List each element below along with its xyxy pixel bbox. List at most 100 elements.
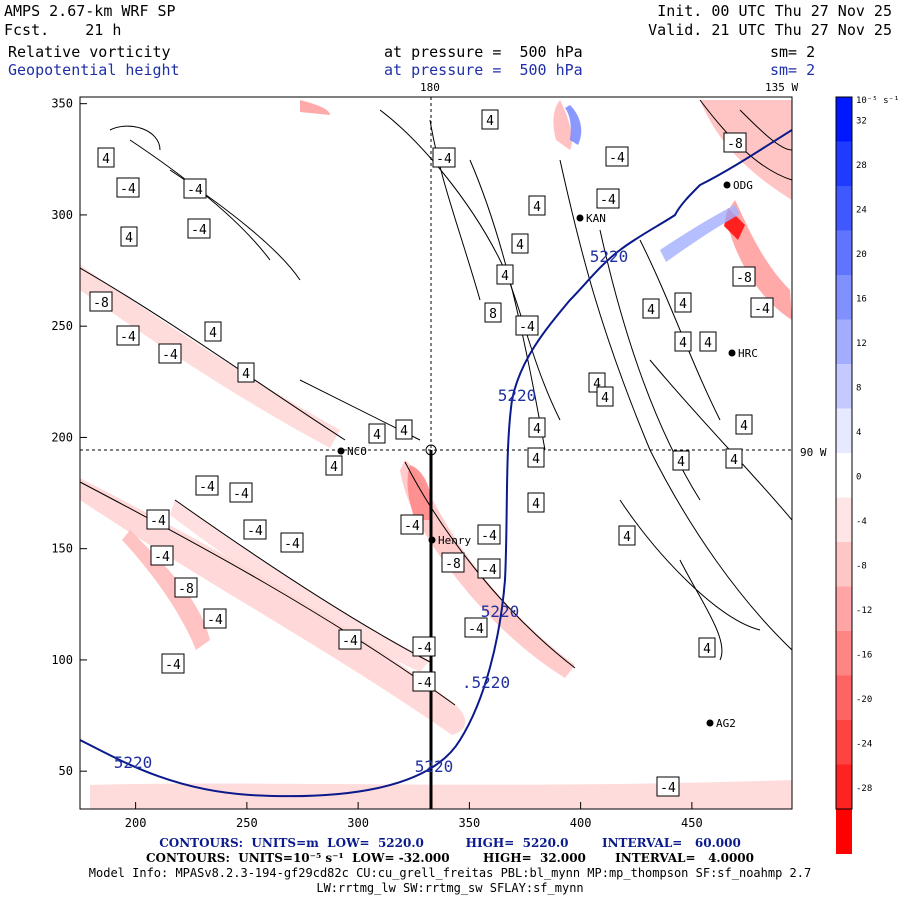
contour-label-text: -4	[191, 223, 207, 238]
meridian-top-label: 180	[420, 81, 440, 94]
geopotential-5220-contour	[80, 129, 792, 798]
contour-label-text: -4	[660, 781, 676, 796]
colorbar-label: -24	[856, 739, 872, 749]
footer-height-contours: CONTOURS: UNITS=m LOW= 5220.0 HIGH= 5220…	[159, 836, 741, 850]
y-tick-label: 150	[51, 542, 73, 556]
colorbar-label: 16	[856, 294, 867, 304]
colorbar-label: -8	[856, 561, 867, 571]
contour-label: -4	[183, 178, 207, 199]
contour-label-text: -4	[416, 641, 432, 656]
colorbar: 32 28 24 20 16 12 8 4 0 -4 -8 -12 -16 -20 -24 -28	[835, 96, 872, 854]
contour-label: -8	[89, 291, 113, 312]
forecast-hour: Fcst. 21 h	[4, 21, 122, 39]
plot-frame	[79, 96, 793, 810]
contour-label: -4	[464, 617, 488, 638]
contour-label-text: 4	[533, 422, 541, 437]
station-label: NCO	[347, 445, 367, 458]
pressure-level-2: at pressure = 500 hPa	[384, 61, 583, 79]
station-label: ODG	[733, 179, 753, 192]
contour-label: 4	[528, 195, 546, 216]
station-label: Henry	[438, 534, 471, 547]
contour-label: 4	[699, 331, 717, 352]
contour-label-text: -4	[120, 330, 136, 345]
station-dot	[337, 447, 345, 455]
contour-label: 4	[674, 292, 692, 313]
contour-label-text: 4	[623, 530, 631, 545]
contour-label-text: -8	[727, 137, 743, 152]
contour-label: 4	[528, 417, 546, 438]
contour-label-text: 4	[330, 460, 338, 475]
contour-label: -4	[515, 315, 539, 336]
contour-label-text: -8	[178, 582, 194, 597]
station-dot	[428, 536, 436, 544]
colorbar-label: -4	[856, 517, 867, 527]
contour-label: -4	[146, 509, 170, 530]
contour-label: 4	[642, 298, 660, 319]
colorbar-label: 20	[856, 250, 867, 260]
contour-label-text: -4	[481, 529, 497, 544]
contour-label-text: 4	[679, 336, 687, 351]
contour-label-text: 4	[533, 200, 541, 215]
colorbar-frame	[835, 96, 853, 810]
station-label: HRC	[738, 347, 758, 360]
contour-label-text: -4	[519, 320, 535, 335]
valid-time: Valid. 21 UTC Thu 27 Nov 25	[648, 21, 892, 39]
colorbar-swatch	[836, 186, 852, 231]
y-tick-label: 350	[51, 97, 73, 111]
contour-label: -4	[432, 147, 456, 168]
height-label: 5220	[498, 386, 537, 405]
contour-label-text: 4	[400, 424, 408, 439]
contour-label-text: -4	[342, 634, 358, 649]
colorbar-unit: 10⁻⁵ s⁻¹	[856, 96, 900, 106]
colorbar-swatch	[836, 542, 852, 587]
pressure-level-1: at pressure = 500 hPa	[384, 43, 583, 61]
contour-label-text: -4	[150, 514, 166, 529]
contour-label: 4	[672, 450, 690, 471]
station-dot	[576, 214, 584, 222]
contour-label-text: 4	[647, 303, 655, 318]
contour-label: -4	[229, 482, 253, 503]
colorbar-swatch	[836, 230, 852, 276]
colorbar-swatch	[836, 408, 852, 454]
contour-label: -4	[195, 475, 219, 496]
contour-label-text: 4	[125, 231, 133, 246]
init-time: Init. 00 UTC Thu 27 Nov 25	[657, 2, 892, 20]
smoothing-1: sm= 2	[770, 43, 816, 61]
contour-label: 4	[204, 321, 222, 342]
contour-label: -8	[441, 552, 465, 573]
contour-label-text: 4	[373, 428, 381, 443]
contour-label: 4	[618, 525, 636, 546]
contour-label-text: 4	[516, 238, 524, 253]
contour-label: -4	[412, 636, 436, 657]
contour-label: 8	[484, 302, 502, 323]
station-label: AG2	[716, 717, 736, 730]
model-title: AMPS 2.67-km WRF SP	[4, 2, 176, 20]
height-label: .5220	[462, 673, 510, 692]
x-tick-label: 300	[347, 816, 369, 830]
contour-label-text: 4	[501, 269, 509, 284]
station-dot	[723, 181, 731, 189]
contour-label: 4	[725, 448, 743, 469]
colorbar-swatch	[836, 631, 852, 676]
contour-label-text: 4	[677, 455, 685, 470]
x-tick-label: 350	[459, 816, 481, 830]
colorbar-swatch	[836, 764, 852, 810]
contour-label-text: -4	[154, 550, 170, 565]
colorbar-label: 32	[856, 116, 867, 126]
contour-label-text: -8	[93, 296, 109, 311]
contour-label-text: -4	[436, 152, 452, 167]
colorbar-label: 4	[856, 428, 861, 438]
colorbar-swatch	[836, 586, 852, 632]
contour-label-text: -4	[165, 658, 181, 673]
height-label: 5220	[481, 602, 520, 621]
colorbar-swatch	[836, 364, 852, 409]
contour-label-text: 4	[704, 336, 712, 351]
contour-label: -4	[400, 514, 424, 535]
contour-label: 4	[237, 362, 255, 383]
contour-label-text: 4	[532, 452, 540, 467]
colorbar-swatch	[836, 97, 852, 142]
colorbar-label: -16	[856, 650, 872, 660]
field-name-vorticity: Relative vorticity	[8, 43, 171, 61]
colorbar-swatch	[836, 675, 852, 721]
colorbar-label: -20	[856, 695, 872, 705]
